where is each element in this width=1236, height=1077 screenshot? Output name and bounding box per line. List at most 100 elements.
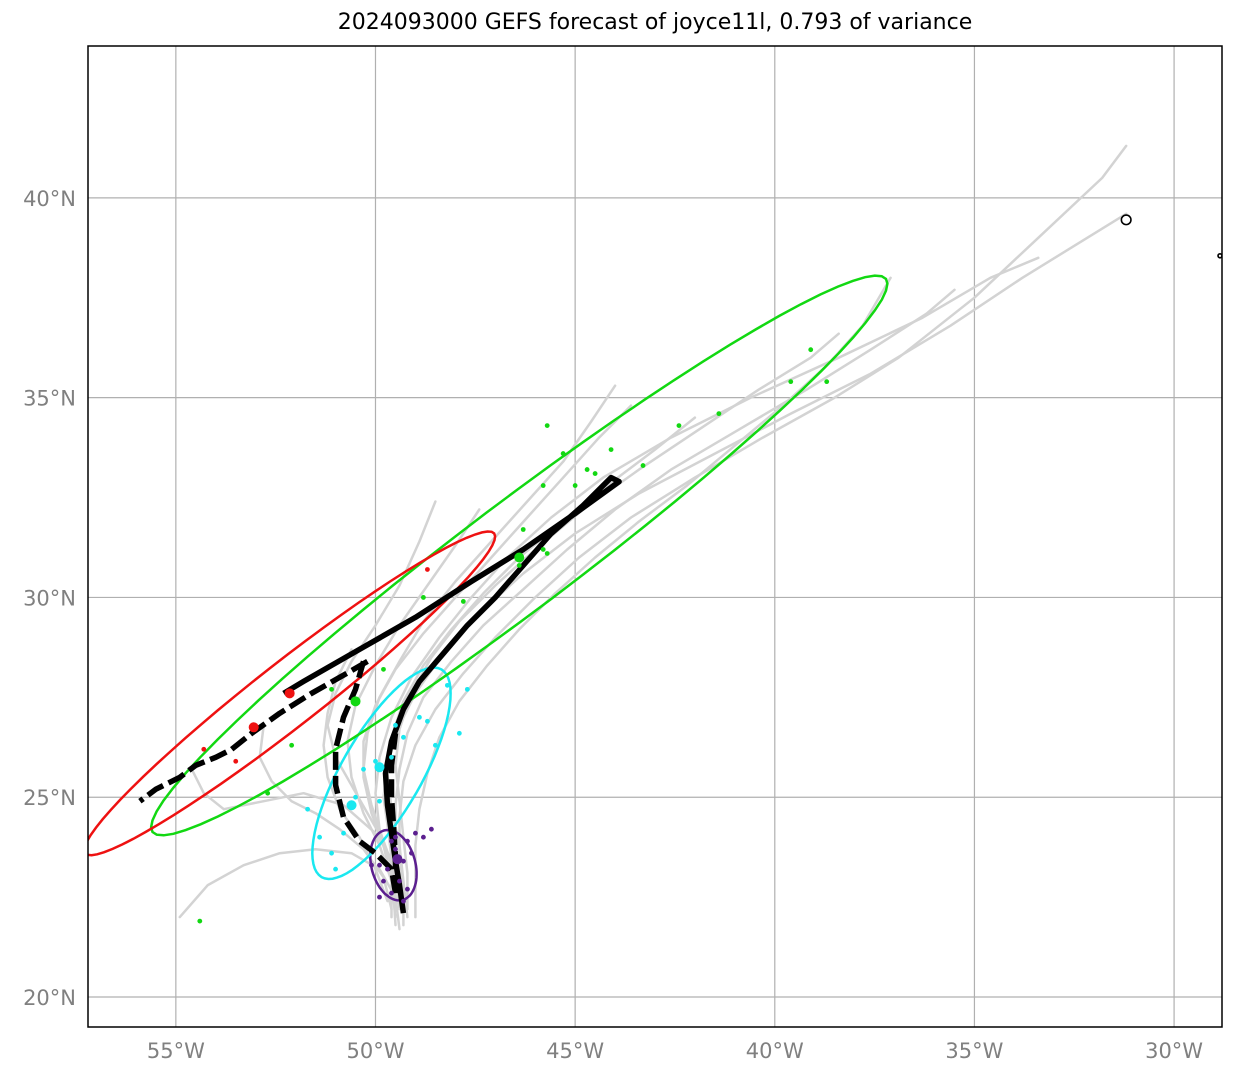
cyan-member-point — [353, 794, 358, 800]
y-tick-label: 20°N — [23, 986, 76, 1010]
green-mean-point — [350, 696, 361, 707]
purple-member-point — [397, 878, 402, 884]
cyan-member-point — [317, 834, 322, 840]
ensemble-track — [398, 144, 1128, 927]
cyan-member-point — [373, 758, 378, 764]
green-member-point — [808, 347, 814, 353]
purple-member-point — [405, 886, 410, 892]
red-member-point — [425, 567, 430, 572]
purple-member-point — [377, 862, 382, 868]
y-tick-label: 40°N — [23, 187, 76, 211]
cyan-member-point — [464, 686, 470, 692]
cyan-member-point — [333, 866, 338, 872]
gridlines — [88, 46, 1222, 1027]
green-member-point — [640, 463, 646, 468]
purple-member-point — [369, 862, 374, 868]
green-member-point — [788, 379, 794, 385]
ensemble-track — [178, 847, 397, 919]
green-member-point — [540, 483, 546, 488]
purple-member-point — [377, 894, 382, 900]
ensemble-tracks — [178, 144, 1128, 931]
cyan-member-point — [377, 798, 382, 804]
island-outline — [1217, 252, 1222, 259]
x-tick-label: 30°W — [1145, 1039, 1203, 1063]
cyan-member-point — [329, 850, 334, 856]
green-member-point — [824, 379, 830, 385]
green-member-point — [381, 666, 386, 672]
green-member-point — [676, 423, 682, 429]
green-member-point — [289, 742, 295, 748]
green-member-point — [560, 451, 566, 456]
x-tick-label: 45°W — [546, 1039, 604, 1063]
green-member-point — [584, 467, 590, 472]
green-member-point — [460, 599, 466, 604]
purple-member-point — [405, 838, 410, 844]
green-mean-point — [514, 552, 525, 563]
cyan-member-point — [389, 754, 394, 760]
y-tick-label: 25°N — [23, 786, 76, 810]
purple-member-point — [401, 898, 406, 904]
green-member-point — [544, 551, 550, 556]
red-mean-point — [248, 722, 259, 733]
x-tick-label: 50°W — [346, 1039, 404, 1063]
cyan-member-point — [393, 722, 398, 728]
ensemble-track — [190, 768, 405, 903]
cyan-ellipse — [311, 666, 452, 881]
cyan-member-point — [341, 830, 346, 836]
ensemble-track — [346, 508, 481, 919]
green-member-point — [540, 547, 546, 552]
red-ellipse — [88, 530, 497, 857]
member-positions — [197, 347, 830, 924]
purple-member-point — [428, 826, 434, 832]
x-tick-label: 55°W — [147, 1039, 205, 1063]
tick-labels: 55°W 50°W 45°W 40°W 35°W 30°W 20°N 25°N 30°N 35°N… — [23, 187, 1203, 1063]
cyan-member-point — [305, 806, 311, 812]
purple-mean-point — [392, 854, 403, 865]
red-member-point — [201, 746, 207, 752]
mean-track-solid — [282, 474, 622, 914]
green-member-point — [572, 483, 578, 488]
purple-member-point — [389, 838, 394, 844]
green-member-point — [716, 411, 722, 417]
purple-member-point — [409, 850, 414, 856]
purple-member-point — [413, 830, 418, 836]
cyan-member-point — [401, 734, 406, 740]
purple-member-point — [381, 878, 386, 884]
red-member-point — [233, 758, 239, 764]
purple-member-point — [389, 890, 394, 896]
coastline — [1120, 214, 1222, 259]
purple-member-point — [385, 866, 390, 872]
cyan-mean-point — [346, 800, 357, 811]
ensemble-track — [414, 276, 892, 919]
cyan-member-point — [444, 682, 450, 688]
ensemble-track — [362, 384, 617, 911]
mean-track-dashed — [332, 660, 399, 894]
green-member-point — [608, 447, 614, 452]
green-ellipse — [149, 274, 889, 837]
red-mean-point — [284, 688, 295, 699]
cyan-mean-point — [374, 762, 385, 773]
purple-member-point — [393, 846, 398, 852]
green-member-point — [592, 471, 598, 476]
mean-track-dashed — [138, 659, 369, 804]
green-member-point — [329, 686, 334, 692]
purple-member-point — [393, 834, 398, 840]
plot-frame — [87, 45, 1223, 1028]
green-member-point — [520, 527, 526, 532]
green-member-point — [544, 423, 550, 429]
cyan-member-point — [417, 714, 422, 720]
green-member-point — [265, 790, 271, 796]
green-member-point — [197, 918, 203, 924]
ensemble-track — [394, 288, 956, 915]
cyan-member-point — [456, 730, 462, 736]
cyan-member-point — [432, 742, 438, 748]
x-tick-label: 35°W — [945, 1039, 1003, 1063]
purple-member-point — [421, 834, 426, 840]
green-member-point — [421, 595, 426, 600]
y-tick-label: 30°N — [23, 586, 76, 610]
x-tick-label: 40°W — [746, 1039, 804, 1063]
chart-title: 2024093000 GEFS forecast of joyce11l, 0.… — [337, 10, 973, 35]
uncertainty-ellipses — [88, 274, 889, 902]
cyan-member-point — [425, 718, 430, 724]
